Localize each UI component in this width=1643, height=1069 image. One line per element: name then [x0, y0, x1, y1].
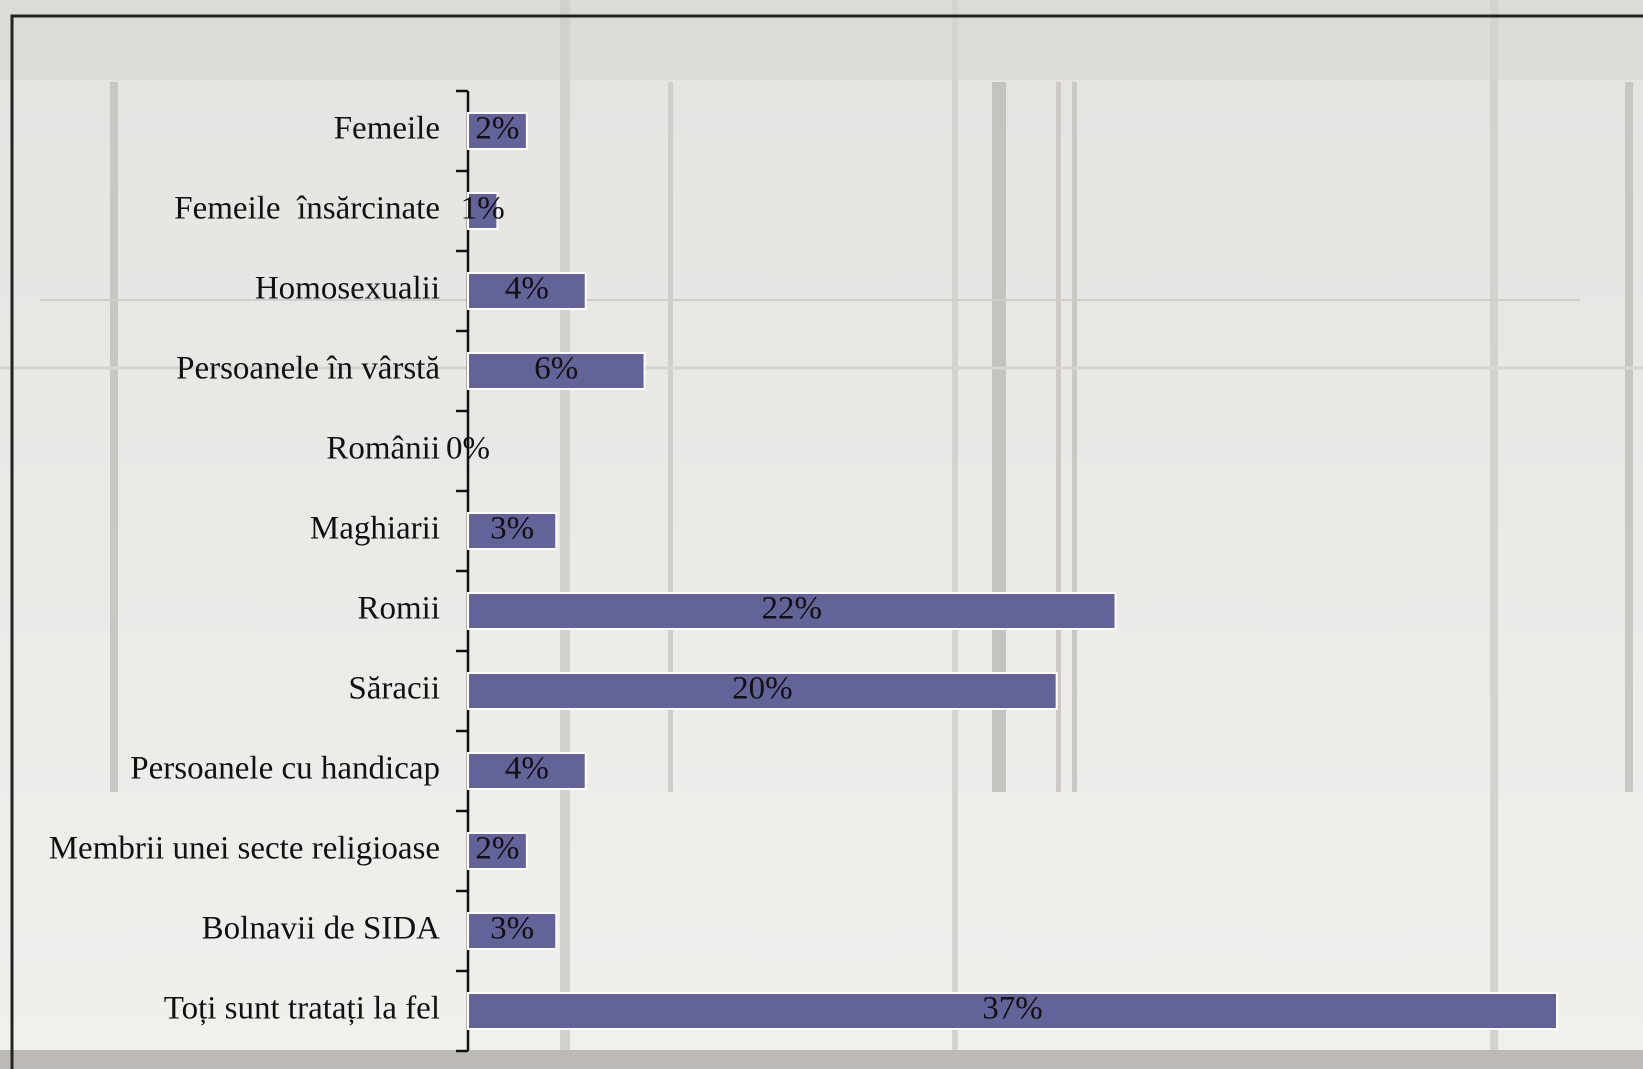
- value-label: 3%: [490, 511, 534, 547]
- y-tick-label: Membrii unei secte religioase: [49, 831, 440, 867]
- value-label: 3%: [490, 911, 534, 947]
- bar: [467, 752, 587, 790]
- bar: [467, 112, 528, 150]
- value-label: 37%: [982, 991, 1043, 1027]
- value-label: 4%: [505, 751, 549, 787]
- value-label: 4%: [505, 271, 549, 307]
- bar: [467, 672, 1058, 710]
- value-label: 0%: [446, 431, 490, 467]
- bar: [467, 192, 499, 230]
- bar: [467, 592, 1117, 630]
- y-tick-label: Bolnavii de SIDA: [202, 911, 440, 947]
- y-tick-label: Românii: [326, 431, 440, 467]
- y-tick-label: Toți sunt tratați la fel: [164, 991, 440, 1027]
- y-tick-label: Femeile: [334, 111, 440, 147]
- value-label: 2%: [475, 831, 519, 867]
- y-tick-label: Persoanele în vârstă: [176, 351, 440, 387]
- bar: [467, 512, 558, 550]
- bar: [467, 912, 558, 950]
- y-tick-label: Persoanele cu handicap: [130, 751, 440, 787]
- y-tick-label: Săracii: [348, 671, 440, 707]
- bar: [467, 272, 587, 310]
- y-tick-label: Romii: [357, 591, 440, 627]
- bar: [467, 832, 528, 870]
- y-tick-label: Maghiarii: [310, 511, 440, 547]
- value-label: 22%: [762, 591, 823, 627]
- bar: [467, 992, 1558, 1030]
- y-tick-label: Femeile însărcinate: [174, 191, 440, 227]
- value-label: 2%: [475, 111, 519, 147]
- value-label: 6%: [534, 351, 578, 387]
- y-tick-label: Homosexualii: [255, 271, 440, 307]
- value-label: 20%: [732, 671, 793, 707]
- bar: [467, 352, 646, 390]
- value-label: 1%: [461, 191, 505, 227]
